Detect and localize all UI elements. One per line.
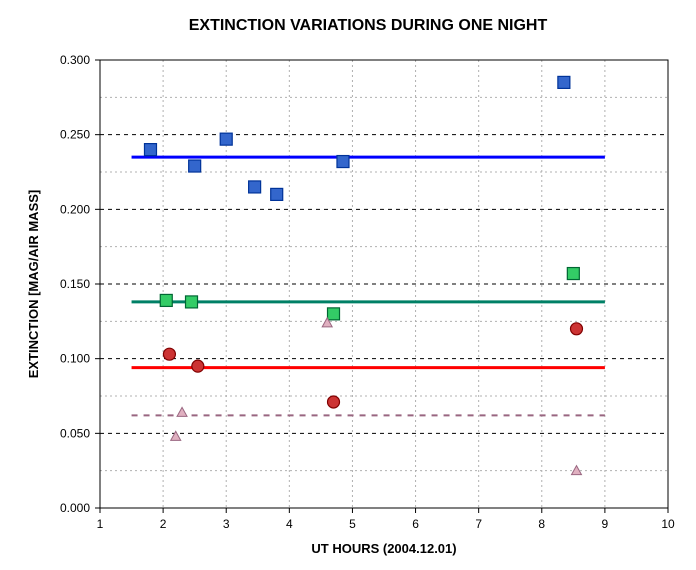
x-tick-label: 8 (538, 517, 545, 531)
data-point (163, 348, 175, 360)
x-tick-label: 7 (475, 517, 482, 531)
y-tick-label: 0.200 (60, 202, 90, 216)
data-point (271, 188, 283, 200)
data-point (328, 396, 340, 408)
data-point (189, 160, 201, 172)
y-axis-label: EXTINCTION [MAG/AIR MASS] (26, 190, 41, 379)
x-tick-label: 3 (223, 517, 230, 531)
data-point (567, 268, 579, 280)
y-tick-label: 0.100 (60, 352, 90, 366)
x-tick-label: 6 (412, 517, 419, 531)
y-tick-label: 0.300 (60, 53, 90, 67)
y-tick-label: 0.150 (60, 277, 90, 291)
data-point (337, 156, 349, 168)
data-point (558, 76, 570, 88)
x-axis-label: UT HOURS (2004.12.01) (311, 541, 456, 556)
extinction-chart: EXTINCTION VARIATIONS DURING ONE NIGHT 0.… (0, 0, 696, 570)
data-point (328, 308, 340, 320)
x-tick-label: 10 (661, 517, 675, 531)
data-point (160, 294, 172, 306)
data-point (144, 144, 156, 156)
y-tick-label: 0.250 (60, 128, 90, 142)
x-tick-label: 5 (349, 517, 356, 531)
chart-container: EXTINCTION VARIATIONS DURING ONE NIGHT 0.… (0, 0, 696, 570)
data-point (249, 181, 261, 193)
data-point (570, 323, 582, 335)
x-tick-label: 1 (97, 517, 104, 531)
chart-title: EXTINCTION VARIATIONS DURING ONE NIGHT (189, 17, 548, 34)
data-point (186, 296, 198, 308)
x-tick-label: 2 (160, 517, 167, 531)
x-tick-label: 9 (602, 517, 609, 531)
x-tick-label: 4 (286, 517, 293, 531)
data-point (192, 360, 204, 372)
data-point (220, 133, 232, 145)
y-tick-label: 0.050 (60, 426, 90, 440)
y-tick-label: 0.000 (60, 501, 90, 515)
